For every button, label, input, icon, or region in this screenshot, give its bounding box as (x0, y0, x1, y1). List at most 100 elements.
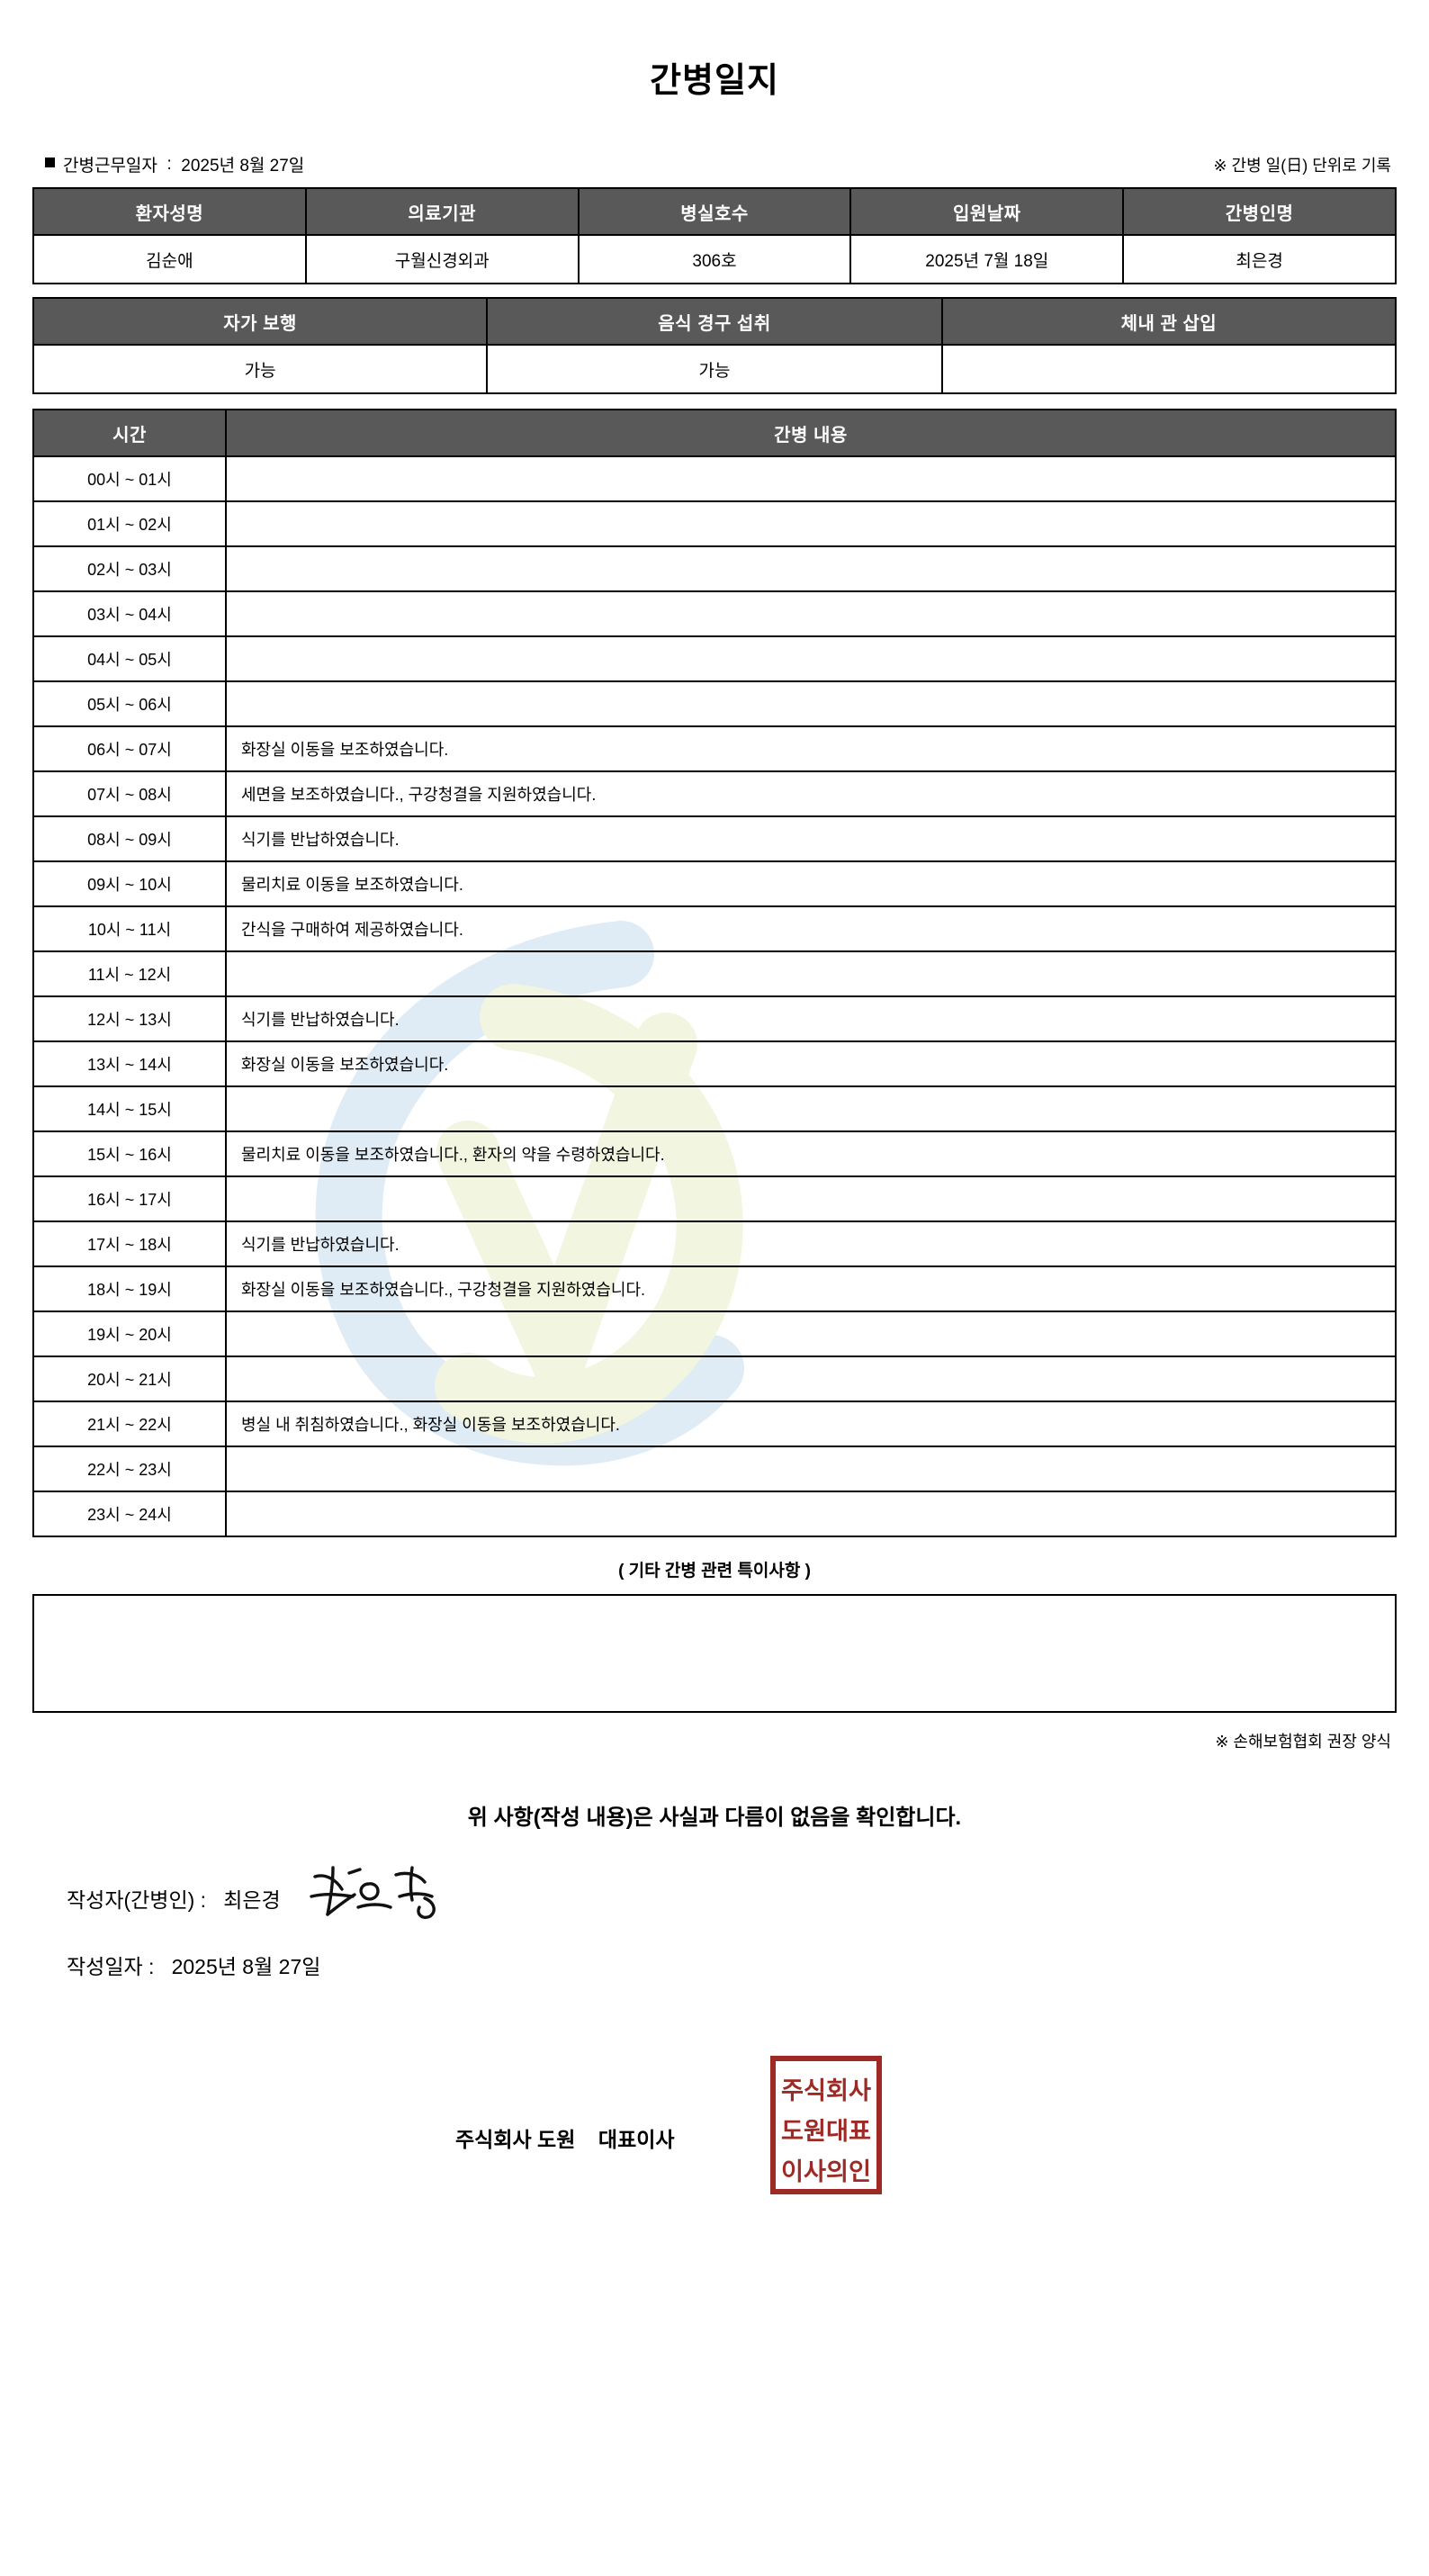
condition-table: 자가 보행 음식 경구 섭취 체내 관 삽입 가능 가능 (31, 297, 1398, 394)
table-row: 18시 ~ 19시 화장실 이동을 보조하였습니다., 구강청결을 지원하였습니다… (32, 1265, 1397, 1312)
log-header-row: 시간 간병 내용 (32, 409, 1397, 457)
special-notes-box[interactable] (32, 1594, 1397, 1713)
cell-time-slot: 06시 ~ 07시 (32, 725, 227, 772)
company-row: 주식회사 도원 대표이사 주식회사 도원대표 이사의인 (32, 2049, 1397, 2211)
company-seal-stamp: 주식회사 도원대표 이사의인 (770, 2056, 882, 2194)
cell-time-slot: 02시 ~ 03시 (32, 545, 227, 592)
table-row: 07시 ~ 08시 세면을 보조하였습니다., 구강청결을 지원하였습니다. (32, 770, 1397, 817)
column-header-admission-date: 입원날짜 (849, 187, 1125, 236)
cell-log-content[interactable]: 화장실 이동을 보조하였습니다., 구강청결을 지원하였습니다. (225, 1265, 1397, 1312)
cell-time-slot: 10시 ~ 11시 (32, 905, 227, 952)
table-row: 11시 ~ 12시 (32, 950, 1397, 997)
cell-time-slot: 09시 ~ 10시 (32, 860, 227, 907)
table-row: 02시 ~ 03시 (32, 545, 1397, 592)
table-row: 김순애 구월신경외과 306호 2025년 7월 18일 최은경 (32, 234, 1397, 284)
cell-self-ambulation: 가능 (31, 344, 489, 394)
cell-time-slot: 23시 ~ 24시 (32, 1491, 227, 1537)
work-date-group: 간병근무일자 : 2025년 8월 27일 (45, 152, 304, 176)
cell-caregiver-name: 최은경 (1122, 234, 1397, 284)
company-name: 주식회사 도원 (455, 2128, 576, 2151)
cell-time-slot: 01시 ~ 02시 (32, 500, 227, 547)
column-header-oral-intake: 음식 경구 섭취 (486, 297, 943, 346)
cell-log-content[interactable]: 물리치료 이동을 보조하였습니다., 환자의 약을 수령하였습니다. (225, 1130, 1397, 1177)
column-header-self-ambulation: 자가 보행 (31, 297, 489, 346)
cell-log-content[interactable] (225, 950, 1397, 997)
cell-log-content[interactable]: 병실 내 취침하였습니다., 화장실 이동을 보조하였습니다. (225, 1401, 1397, 1447)
write-date-value: 2025년 8월 27일 (171, 1955, 321, 1978)
cell-log-content[interactable] (225, 635, 1397, 682)
document-page: 간병일지 간병근무일자 : 2025년 8월 27일 ※ 간병 일(日) 단위로… (31, 62, 1398, 2211)
cell-log-content[interactable] (225, 455, 1397, 502)
column-header-time: 시간 (32, 409, 227, 457)
svg-text:도원대표: 도원대표 (781, 2118, 871, 2145)
cell-time-slot: 03시 ~ 04시 (32, 590, 227, 637)
handwritten-signature (306, 1857, 459, 1929)
table-row: 05시 ~ 06시 (32, 680, 1397, 727)
table-row: 23시 ~ 24시 (32, 1491, 1397, 1537)
cell-time-slot: 12시 ~ 13시 (32, 995, 227, 1042)
cell-hospital: 구월신경외과 (304, 234, 580, 284)
author-value: 최은경 (223, 1888, 281, 1912)
write-date-spacer (154, 1953, 171, 1977)
cell-log-content[interactable] (225, 1356, 1397, 1402)
cell-log-content[interactable] (225, 1446, 1397, 1492)
svg-text:이사의인: 이사의인 (781, 2158, 871, 2185)
cell-time-slot: 17시 ~ 18시 (32, 1220, 227, 1267)
table-row: 가능 가능 (31, 344, 1398, 394)
column-header-caregiver-name: 간병인명 (1122, 187, 1397, 236)
cell-time-slot: 08시 ~ 09시 (32, 815, 227, 862)
cell-time-slot: 00시 ~ 01시 (32, 455, 227, 502)
cell-time-slot: 22시 ~ 23시 (32, 1446, 227, 1492)
cell-log-content[interactable] (225, 1085, 1397, 1132)
cell-log-content[interactable]: 간식을 구매하여 제공하였습니다. (225, 905, 1397, 952)
patient-info-table: 환자성명 의료기관 병실호수 입원날짜 간병인명 김순애 구월신경외과 306호… (32, 187, 1397, 284)
unit-note: ※ 간병 일(日) 단위로 기록 (1213, 157, 1391, 175)
table-row: 01시 ~ 02시 (32, 500, 1397, 547)
table-row: 13시 ~ 14시 화장실 이동을 보조하였습니다. (32, 1040, 1397, 1087)
table-row: 16시 ~ 17시 (32, 1175, 1397, 1222)
cell-tube-insertion (940, 344, 1398, 394)
cell-log-content[interactable]: 화장실 이동을 보조하였습니다. (225, 725, 1397, 772)
cell-log-content[interactable]: 식기를 반납하였습니다. (225, 1220, 1397, 1267)
column-header-hospital: 의료기관 (304, 187, 580, 236)
cell-time-slot: 16시 ~ 17시 (32, 1175, 227, 1222)
log-table-body: 00시 ~ 01시 01시 ~ 02시 02시 ~ 03시 03시 ~ 04시 04시 … (32, 455, 1397, 1537)
cell-log-content[interactable]: 식기를 반납하였습니다. (225, 815, 1397, 862)
page-title: 간병일지 (650, 62, 779, 100)
author-label: 작성자(간병인) : (67, 1888, 207, 1912)
table-row: 10시 ~ 11시 간식을 구매하여 제공하였습니다. (32, 905, 1397, 952)
company-role: 대표이사 (598, 2128, 675, 2151)
column-header-log-content: 간병 내용 (225, 409, 1397, 457)
cell-log-content[interactable] (225, 590, 1397, 637)
cell-log-content[interactable] (225, 500, 1397, 547)
meta-row: 간병근무일자 : 2025년 8월 27일 ※ 간병 일(日) 단위로 기록 (32, 152, 1397, 176)
confirmation-statement: 위 사항(작성 내용)은 사실과 다름이 없음을 확인합니다. (467, 1806, 962, 1830)
cell-log-content[interactable]: 세면을 보조하였습니다., 구강청결을 지원하였습니다. (225, 770, 1397, 817)
cell-room-number: 306호 (577, 234, 852, 284)
cell-time-slot: 14시 ~ 15시 (32, 1085, 227, 1132)
company-name-line: 주식회사 도원 대표이사 (455, 2122, 675, 2153)
cell-log-content[interactable]: 화장실 이동을 보조하였습니다. (225, 1040, 1397, 1087)
cell-log-content[interactable] (225, 1175, 1397, 1222)
cell-patient-name: 김순애 (32, 234, 307, 284)
cell-log-content[interactable]: 식기를 반납하였습니다. (225, 995, 1397, 1042)
cell-log-content[interactable] (225, 680, 1397, 727)
cell-log-content[interactable] (225, 1311, 1397, 1357)
cell-time-slot: 20시 ~ 21시 (32, 1356, 227, 1402)
patient-info-header-row: 환자성명 의료기관 병실호수 입원날짜 간병인명 (32, 187, 1397, 236)
cell-time-slot: 21시 ~ 22시 (32, 1401, 227, 1447)
work-date-value: 2025년 8월 27일 (181, 157, 305, 176)
table-row: 22시 ~ 23시 (32, 1446, 1397, 1492)
table-row: 06시 ~ 07시 화장실 이동을 보조하였습니다. (32, 725, 1397, 772)
cell-log-content[interactable]: 물리치료 이동을 보조하였습니다. (225, 860, 1397, 907)
cell-log-content[interactable] (225, 545, 1397, 592)
cell-log-content[interactable] (225, 1491, 1397, 1537)
table-row: 12시 ~ 13시 식기를 반납하였습니다. (32, 995, 1397, 1042)
author-spacer (206, 1887, 223, 1911)
cell-time-slot: 05시 ~ 06시 (32, 680, 227, 727)
cell-admission-date: 2025년 7월 18일 (849, 234, 1125, 284)
signature-block: 작성자(간병인) : 최은경 작성일자 : 2025년 8월 27일 (32, 1866, 1397, 1991)
column-header-tube-insertion: 체내 관 삽입 (940, 297, 1398, 346)
cell-oral-intake: 가능 (486, 344, 943, 394)
work-date-label: 간병근무일자 (63, 157, 157, 176)
